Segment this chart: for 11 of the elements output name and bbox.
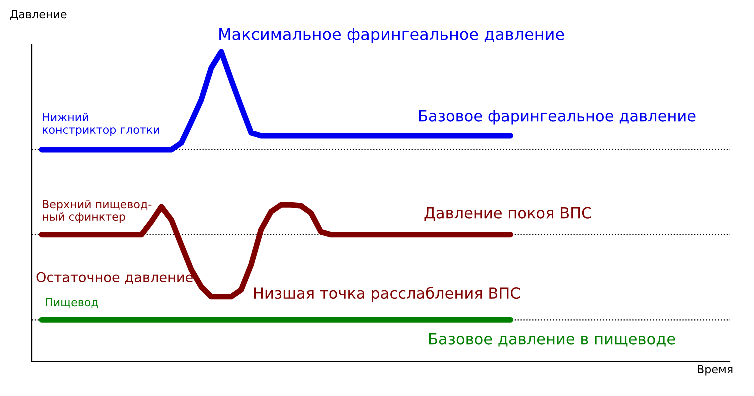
annotation: Базовое фарингеальное давление <box>420 110 696 125</box>
annotation: Пищевод <box>46 298 98 308</box>
annotation: Низшая точка расслабления ВПС <box>254 287 520 302</box>
text: Максимальное фарингеальное давление <box>220 28 564 44</box>
annotation: Верхний пищевод- ный сфинктер <box>43 200 152 224</box>
annotation: Базовое давление в пищеводе <box>430 333 676 347</box>
x-axis-title: Время <box>698 365 733 376</box>
annotation: Остаточное давление <box>36 272 193 284</box>
annotation: Нижний констриктор глотки <box>43 113 160 136</box>
y-axis-title: Давление <box>10 10 67 20</box>
annotation: Давление покоя ВПС <box>424 207 592 222</box>
